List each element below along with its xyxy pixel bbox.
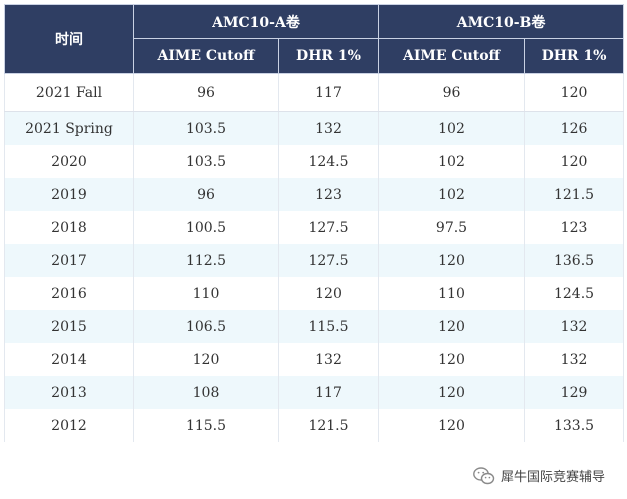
cell-time: 2019 bbox=[4, 178, 134, 211]
cell-a-dhr: 132 bbox=[277, 111, 380, 145]
cell-b-dhr: 133.5 bbox=[524, 409, 625, 442]
cell-a-cutoff: 112.5 bbox=[133, 244, 279, 277]
cell-time: 2017 bbox=[4, 244, 134, 277]
cell-time: 2014 bbox=[4, 343, 134, 376]
cell-a-cutoff: 106.5 bbox=[133, 310, 279, 343]
table-row: 2017 112.5 127.5 120 136.5 bbox=[4, 244, 625, 277]
cell-time: 2020 bbox=[4, 145, 134, 178]
table-row: 2012 115.5 121.5 120 133.5 bbox=[4, 409, 625, 442]
cell-a-dhr: 132 bbox=[277, 343, 380, 376]
cell-a-dhr: 123 bbox=[277, 178, 380, 211]
table-row: 2014 120 132 120 132 bbox=[4, 343, 625, 376]
cell-b-cutoff: 97.5 bbox=[378, 211, 526, 244]
table-body: 2021 Fall 96 117 96 120 2021 Spring 103.… bbox=[4, 73, 625, 442]
cell-time: 2016 bbox=[4, 277, 134, 310]
cell-a-cutoff: 110 bbox=[133, 277, 279, 310]
cell-b-cutoff: 120 bbox=[378, 310, 526, 343]
cell-b-dhr: 123 bbox=[524, 211, 625, 244]
header-group-a: AMC10-A卷 bbox=[132, 4, 380, 39]
cell-a-dhr: 120 bbox=[277, 277, 380, 310]
header-a-cutoff: AIME Cutoff bbox=[133, 38, 279, 74]
cell-b-cutoff: 96 bbox=[378, 73, 526, 112]
table-row: 2013 108 117 120 129 bbox=[4, 376, 625, 409]
cell-b-cutoff: 120 bbox=[378, 343, 526, 376]
score-table-container: 时间 AMC10-A卷 AMC10-B卷 AIME Cutoff DHR 1% … bbox=[4, 4, 625, 442]
cell-time: 2018 bbox=[4, 211, 134, 244]
cell-a-dhr: 121.5 bbox=[277, 409, 380, 442]
cell-b-cutoff: 120 bbox=[378, 244, 526, 277]
cell-a-cutoff: 103.5 bbox=[133, 111, 279, 145]
table-row: 2018 100.5 127.5 97.5 123 bbox=[4, 211, 625, 244]
cell-a-cutoff: 96 bbox=[133, 178, 279, 211]
cell-a-dhr: 127.5 bbox=[277, 244, 380, 277]
cell-a-dhr: 115.5 bbox=[277, 310, 380, 343]
table-row: 2019 96 123 102 121.5 bbox=[4, 178, 625, 211]
cell-b-cutoff: 110 bbox=[378, 277, 526, 310]
cell-time: 2015 bbox=[4, 310, 134, 343]
cell-b-dhr: 132 bbox=[524, 343, 625, 376]
header-b-cutoff: AIME Cutoff bbox=[378, 38, 526, 74]
cell-time: 2021 Fall bbox=[4, 73, 134, 112]
cell-a-dhr: 124.5 bbox=[277, 145, 380, 178]
cell-a-cutoff: 115.5 bbox=[133, 409, 279, 442]
cell-b-dhr: 132 bbox=[524, 310, 625, 343]
watermark: 犀牛国际竞赛辅导 bbox=[473, 466, 605, 485]
cell-b-cutoff: 120 bbox=[378, 409, 526, 442]
cell-time: 2012 bbox=[4, 409, 134, 442]
cell-a-dhr: 117 bbox=[277, 73, 380, 112]
table-row: 2015 106.5 115.5 120 132 bbox=[4, 310, 625, 343]
cell-a-dhr: 117 bbox=[277, 376, 380, 409]
cell-b-cutoff: 102 bbox=[378, 111, 526, 145]
cell-b-dhr: 120 bbox=[524, 73, 625, 112]
cell-a-cutoff: 103.5 bbox=[133, 145, 279, 178]
cell-time: 2013 bbox=[4, 376, 134, 409]
watermark-text: 犀牛国际竞赛辅导 bbox=[500, 470, 605, 485]
header-b-dhr: DHR 1% bbox=[524, 38, 625, 74]
cell-a-cutoff: 96 bbox=[133, 73, 279, 112]
cell-b-cutoff: 102 bbox=[378, 145, 526, 178]
cell-b-cutoff: 120 bbox=[378, 376, 526, 409]
cell-b-dhr: 136.5 bbox=[524, 244, 625, 277]
cell-b-cutoff: 102 bbox=[378, 178, 526, 211]
cell-b-dhr: 129 bbox=[524, 376, 625, 409]
cell-a-cutoff: 100.5 bbox=[133, 211, 279, 244]
cell-a-cutoff: 120 bbox=[133, 343, 279, 376]
table-row: 2016 110 120 110 124.5 bbox=[4, 277, 625, 310]
header-a-dhr: DHR 1% bbox=[277, 38, 380, 74]
table-row: 2020 103.5 124.5 102 120 bbox=[4, 145, 625, 178]
cell-b-dhr: 121.5 bbox=[524, 178, 625, 211]
cell-b-dhr: 120 bbox=[524, 145, 625, 178]
cell-a-cutoff: 108 bbox=[133, 376, 279, 409]
cell-a-dhr: 127.5 bbox=[277, 211, 380, 244]
score-table: 时间 AMC10-A卷 AMC10-B卷 AIME Cutoff DHR 1% … bbox=[4, 4, 625, 442]
table-row: 2021 Fall 96 117 96 120 bbox=[4, 73, 625, 112]
cell-b-dhr: 124.5 bbox=[524, 277, 625, 310]
header-time: 时间 bbox=[4, 4, 134, 74]
wechat-icon bbox=[473, 466, 495, 485]
table-row: 2021 Spring 103.5 132 102 126 bbox=[4, 111, 625, 145]
cell-time: 2021 Spring bbox=[4, 111, 134, 145]
cell-b-dhr: 126 bbox=[524, 111, 625, 145]
header-group-b: AMC10-B卷 bbox=[378, 4, 625, 39]
